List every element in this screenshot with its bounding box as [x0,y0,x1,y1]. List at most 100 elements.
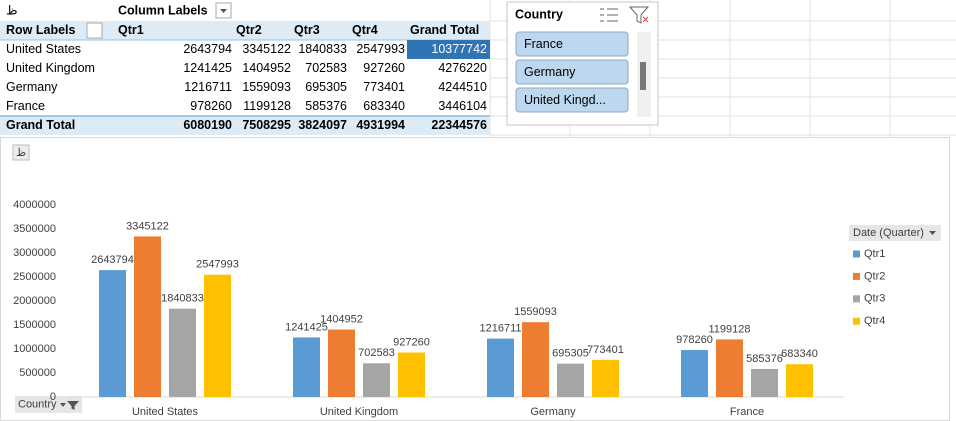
column-labels: Column Labels [118,3,208,17]
cell-value: 695305 [305,80,347,94]
legend-swatch [853,273,860,280]
legend-label: Qtr4 [864,315,885,327]
bar [522,322,549,397]
data-label: 3345122 [126,220,169,232]
bar [328,330,355,397]
bar [134,236,161,397]
bar [487,339,514,397]
row-filter[interactable] [87,23,102,38]
data-label: 927260 [393,336,430,348]
y-tick-label: 3000000 [13,247,56,259]
x-tick-label: France [730,406,764,418]
legend-label: Qtr3 [864,293,885,305]
slicer-item-label: Germany [524,65,576,79]
legend-swatch [853,318,860,325]
cell-value: 22344576 [431,118,487,132]
bar [786,364,813,397]
cell-value: 1241425 [183,61,232,75]
cell-value: 978260 [190,99,232,113]
bar [716,339,743,397]
cell-value: 773401 [363,80,405,94]
column-header: Row Labels [6,23,76,37]
cell-value: 683340 [363,99,405,113]
cell-value: 2643794 [183,42,232,56]
data-label: 2643794 [91,254,134,266]
x-tick-label: United States [132,406,199,418]
data-label: 1559093 [514,306,557,318]
cell-value: 2547993 [356,42,405,56]
cell-value: 1199128 [243,99,291,113]
cell-value: 1216711 [184,80,232,94]
cell-value: 7508295 [242,118,291,132]
column-header: Qtr2 [236,23,262,37]
slicer-title: Country [515,7,563,21]
column-header: Qtr1 [118,23,144,37]
y-tick-label: 3500000 [13,223,56,235]
row-label: Germany [6,80,58,94]
data-label: 1199128 [708,323,750,335]
cell-value: 1840833 [298,42,347,56]
data-label: 585376 [746,353,783,365]
cell-value: 4276220 [438,61,487,75]
data-label: 1840833 [161,293,204,305]
bar [293,337,320,397]
y-tick-label: 500000 [19,367,56,379]
x-tick-label: United Kingdom [320,406,398,418]
y-tick-label: 1500000 [13,319,56,331]
bar [363,363,390,397]
data-label: 1404952 [320,313,363,325]
cell-value: 1404952 [242,61,291,75]
cell-value: 4244510 [438,80,487,94]
cell-value: 3345122 [242,42,291,56]
data-label: 2547993 [196,259,239,271]
cell-value: 927260 [363,61,405,75]
y-tick-label: 1000000 [13,343,56,355]
slicer-item-label: France [524,37,563,51]
y-tick-label: 2000000 [13,295,56,307]
cell-value: 10377742 [431,42,487,56]
pivot-icon: ظ [6,3,18,17]
y-tick-label: 0 [50,391,56,403]
column-header: Qtr3 [294,23,320,37]
data-label: 683340 [781,348,818,360]
legend-title: Date (Quarter) [853,227,924,239]
bar [681,350,708,397]
scroll-thumb[interactable] [640,62,646,90]
bar [169,309,196,397]
legend-swatch [853,251,860,258]
icon-glyph: ظ [16,147,26,159]
y-tick-label: 4000000 [13,199,56,211]
cell-value: 1559093 [242,80,291,94]
bar [398,352,425,397]
bar [99,270,126,397]
bar [751,369,778,397]
row-label: United Kingdom [6,61,95,75]
bar [592,360,619,397]
data-label: 695305 [552,348,589,360]
column-header: Grand Total [410,23,479,37]
cell-value: 585376 [305,99,347,113]
bar [204,275,231,397]
row-label: France [6,99,45,113]
column-header: Qtr4 [352,23,378,37]
legend-label: Qtr1 [864,248,885,260]
data-label: 1216711 [479,323,521,335]
row-label: Grand Total [6,118,75,132]
cell-value: 702583 [305,61,347,75]
pivot-chart: ظ Date (Quarter) Country 050000010000001… [1,138,950,421]
bar [557,364,584,397]
slicer: Country France Germany United Kingd... [507,2,658,125]
cell-value: 3446104 [438,99,487,113]
data-label: 702583 [358,347,395,359]
x-tick-label: Germany [530,406,576,418]
y-tick-label: 2500000 [13,271,56,283]
slicer-item-label: United Kingd... [524,93,606,107]
cell-value: 6080190 [183,118,232,132]
cell-value: 3824097 [298,118,347,132]
data-label: 978260 [676,334,713,346]
row-label: United States [6,42,81,56]
legend-label: Qtr2 [864,270,885,282]
data-label: 773401 [587,344,624,356]
cell-value: 4931994 [356,118,405,132]
